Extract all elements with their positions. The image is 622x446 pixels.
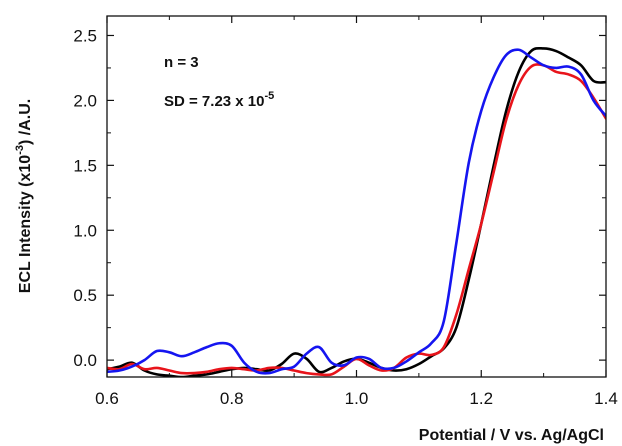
y-axis-title-prefix: ECL Intensity (x10: [17, 155, 34, 294]
series-layer: [107, 46, 606, 377]
y-tick-label: 0.0: [73, 351, 97, 370]
annotation-sd-exponent: -5: [265, 90, 275, 102]
plot-frame: [106, 15, 607, 378]
axis-tick-labels: 0.6 0.8 1.0 1.2 1.4 0.0 0.5 1.0 1.5 2.0 2.5: [73, 26, 617, 408]
y-tick-label: 2.0: [73, 91, 97, 110]
axis-ticks: [106, 16, 607, 377]
y-axis-title: ECL Intensity (x10-3) /A.U.: [14, 99, 34, 293]
x-axis-title: Potential / V vs. Ag/AgCl: [419, 427, 604, 444]
x-tick-label: 0.8: [220, 389, 244, 408]
series-line-3: [107, 48, 606, 375]
y-tick-label: 1.5: [73, 156, 97, 175]
annotation-n: n = 3: [164, 54, 199, 71]
y-axis-title-exponent: -3: [14, 145, 26, 155]
y-tick-label: 1.0: [73, 221, 97, 240]
y-tick-label: 0.5: [73, 286, 97, 305]
annotation-sd: SD = 7.23 x 10-5: [164, 90, 274, 110]
x-tick-label: 1.2: [469, 389, 493, 408]
series-line-2: [107, 63, 606, 377]
y-axis-title-suffix: ) /A.U.: [17, 99, 34, 145]
x-tick-label: 1.4: [594, 389, 618, 408]
x-tick-label: 0.6: [95, 389, 119, 408]
y-tick-label: 2.5: [73, 26, 97, 45]
x-tick-label: 1.0: [345, 389, 369, 408]
annotation-sd-base: SD = 7.23 x 10: [164, 93, 265, 110]
